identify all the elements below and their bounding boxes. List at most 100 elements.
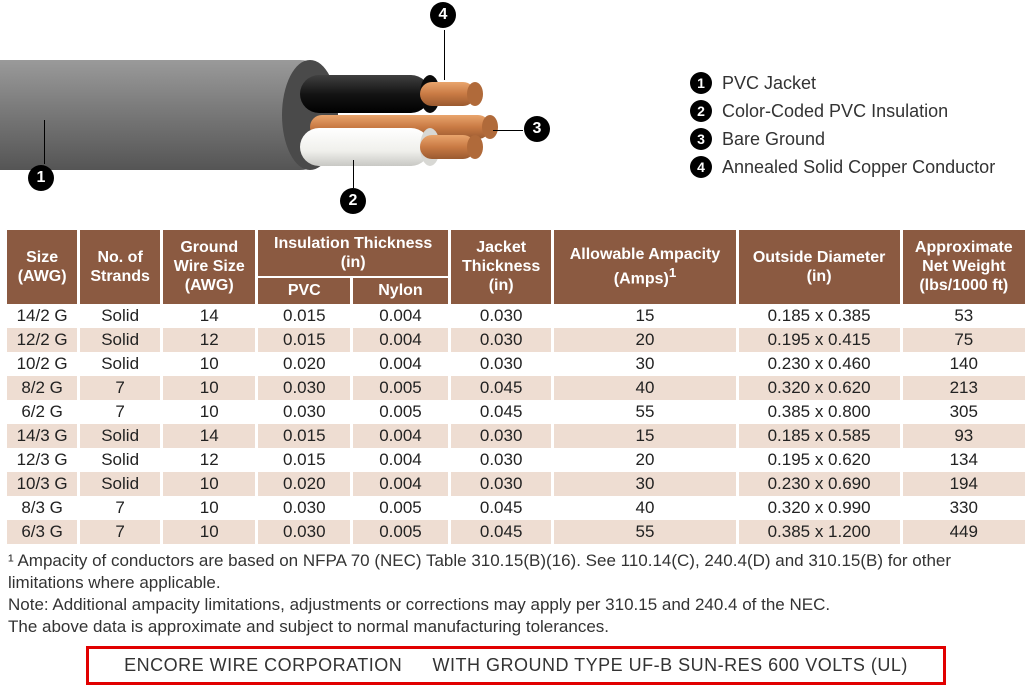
table-cell: 0.030 [451,424,552,448]
callout-3: 3 [524,116,550,142]
table-cell: 0.320 x 0.620 [739,376,900,400]
table-cell: 12 [163,328,255,352]
table-row: 10/2 GSolid100.0200.0040.030300.230 x 0.… [7,352,1025,376]
callout-2: 2 [340,188,366,214]
table-cell: 15 [554,424,735,448]
table-cell: 0.004 [353,304,448,328]
table-row: 12/3 GSolid120.0150.0040.030200.195 x 0.… [7,448,1025,472]
table-cell: 0.015 [258,328,350,352]
table-cell: Solid [80,328,160,352]
table-cell: 0.385 x 1.200 [739,520,900,544]
table-row: 14/3 GSolid140.0150.0040.030150.185 x 0.… [7,424,1025,448]
table-cell: 0.015 [258,448,350,472]
th-strands: No. ofStrands [80,230,160,304]
table-cell: 0.005 [353,376,448,400]
table-cell: 0.195 x 0.415 [739,328,900,352]
table-cell: 0.030 [258,376,350,400]
table-cell: 0.030 [258,496,350,520]
legend-label: PVC Jacket [722,73,816,94]
table-cell: Solid [80,304,160,328]
th-od: Outside Diameter(in) [739,230,900,304]
th-ampacity: Allowable Ampacity(Amps)1 [554,230,735,304]
table-cell: 10 [163,400,255,424]
th-pvc: PVC [258,276,350,303]
footnote-line: ¹ Ampacity of conductors are based on NF… [8,550,1024,594]
table-cell: 0.385 x 0.800 [739,400,900,424]
table-cell: 10 [163,496,255,520]
table-cell: 213 [903,376,1025,400]
th-weight: ApproximateNet Weight(lbs/1000 ft) [903,230,1025,304]
table-cell: 7 [80,520,160,544]
table-cell: 20 [554,328,735,352]
th-ground: GroundWire Size(AWG) [163,230,255,304]
table-cell: Solid [80,424,160,448]
legend-item: 2 Color-Coded PVC Insulation [690,100,995,122]
table-cell: 93 [903,424,1025,448]
table-cell: 330 [903,496,1025,520]
legend-num: 4 [690,156,712,178]
footnote-line: Note: Additional ampacity limitations, a… [8,594,1024,616]
table-row: 8/2 G7100.0300.0050.045400.320 x 0.62021… [7,376,1025,400]
th-size: Size(AWG) [7,230,77,304]
table-cell: 55 [554,520,735,544]
table-cell: 0.004 [353,424,448,448]
table-cell: 0.030 [451,472,552,496]
table-cell: 0.004 [353,328,448,352]
callout-line [353,160,354,188]
table-cell: 0.020 [258,352,350,376]
legend-label: Annealed Solid Copper Conductor [722,157,995,178]
table-cell: 194 [903,472,1025,496]
table-cell: 0.045 [451,496,552,520]
table-cell: 12/2 G [7,328,77,352]
legend-num: 1 [690,72,712,94]
table-cell: 8/2 G [7,376,77,400]
table-cell: 140 [903,352,1025,376]
table-cell: 10/3 G [7,472,77,496]
table-cell: 0.015 [258,424,350,448]
table-cell: 12/3 G [7,448,77,472]
table-row: 6/3 G7100.0300.0050.045550.385 x 1.20044… [7,520,1025,544]
callout-line [493,130,523,131]
table-cell: 0.045 [451,376,552,400]
diagram-legend: 1 PVC Jacket 2 Color-Coded PVC Insulatio… [690,72,995,184]
table-cell: 0.005 [353,400,448,424]
top-section: 1 2 3 4 1 PVC Jacket 2 Color-Coded PVC I… [0,0,1032,225]
table-cell: 10 [163,520,255,544]
table-cell: 0.030 [258,520,350,544]
th-jacket: JacketThickness(in) [451,230,552,304]
cable-svg [0,0,680,225]
table-cell: 55 [554,400,735,424]
table-cell: 30 [554,472,735,496]
table-cell: Solid [80,448,160,472]
spec-table: Size(AWG) No. ofStrands GroundWire Size(… [4,230,1028,544]
table-cell: Solid [80,352,160,376]
table-cell: 0.005 [353,520,448,544]
table-cell: 0.030 [258,400,350,424]
table-cell: 40 [554,376,735,400]
th-insul: Insulation Thickness(in) [258,230,447,276]
table-cell: 15 [554,304,735,328]
table-row: 14/2 GSolid140.0150.0040.030150.185 x 0.… [7,304,1025,328]
table-cell: 0.030 [451,304,552,328]
legend-item: 4 Annealed Solid Copper Conductor [690,156,995,178]
table-cell: 0.020 [258,472,350,496]
legend-item: 1 PVC Jacket [690,72,995,94]
table-row: 6/2 G7100.0300.0050.045550.385 x 0.80030… [7,400,1025,424]
table-cell: 30 [554,352,735,376]
legend-label: Bare Ground [722,129,825,150]
table-row: 8/3 G7100.0300.0050.045400.320 x 0.99033… [7,496,1025,520]
th-nylon: Nylon [353,276,448,303]
table-row: 10/3 GSolid100.0200.0040.030300.230 x 0.… [7,472,1025,496]
table-cell: 6/2 G [7,400,77,424]
table-cell: 6/3 G [7,520,77,544]
marking-box: ENCORE WIRE CORPORATION WITH GROUND TYPE… [86,646,946,685]
callout-1: 1 [28,165,54,191]
table-cell: 0.030 [451,352,552,376]
legend-num: 3 [690,128,712,150]
table-cell: 0.004 [353,472,448,496]
table-cell: 0.004 [353,448,448,472]
footnotes: ¹ Ampacity of conductors are based on NF… [0,544,1032,642]
table-cell: 0.015 [258,304,350,328]
table-header: Size(AWG) No. ofStrands GroundWire Size(… [7,230,1025,304]
table-cell: 10 [163,376,255,400]
